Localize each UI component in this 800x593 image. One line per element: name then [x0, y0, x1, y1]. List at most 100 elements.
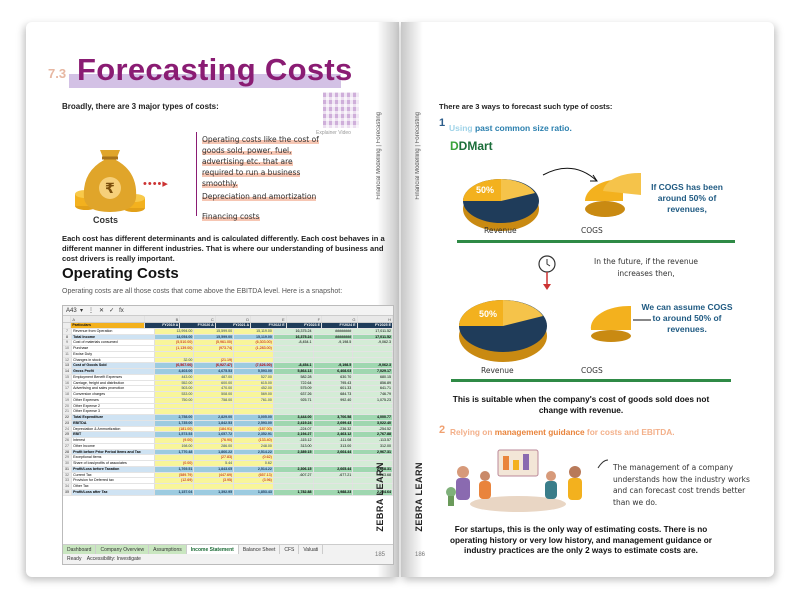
value-cell: (76.90) [194, 438, 235, 443]
row-label: Cost of Goods Sold [72, 363, 155, 368]
value-cell: 552.00 [154, 380, 195, 386]
row-number: 20 [63, 403, 73, 409]
value-cell [353, 403, 393, 409]
row-number: 33 [63, 478, 73, 483]
table-row: 35 Profit/Loss after Tax 1,157.04 1,392.95 1… [63, 489, 393, 496]
row-label: Total Income [72, 334, 155, 340]
row-label: Cost of materials consumed [72, 340, 155, 345]
row-number: 28 [63, 449, 73, 455]
value-cell [154, 403, 195, 409]
value-cell [313, 357, 354, 363]
value-cell [313, 346, 354, 351]
table-row: 34 Other Tax [63, 484, 393, 490]
title-highlight [69, 74, 341, 88]
row-number: 35 [63, 489, 73, 495]
value-cell: (181.00) [154, 426, 195, 432]
value-cell [273, 409, 314, 414]
value-cell: 470.00 [194, 386, 235, 391]
column-header: F [287, 316, 323, 322]
table-row: 20 Other Expense 2 [63, 403, 393, 410]
value-cell [234, 357, 274, 363]
table-row: 16 Carriage, freight and distribution 552.… [63, 380, 393, 387]
value-cell [234, 484, 274, 489]
row-number: 21 [63, 409, 73, 414]
row-label: Exceptional Items [72, 455, 155, 460]
value-cell [353, 455, 393, 460]
value-cell: 2,668.31 [353, 466, 393, 472]
sheet-tab[interactable]: Dashboard [63, 545, 97, 554]
value-cell [273, 478, 314, 483]
value-cell: 2,664.44 [313, 449, 354, 455]
value-cell: 487.00 [194, 374, 235, 380]
value-cell: -9,198.5 [313, 340, 354, 345]
value-cell [313, 484, 354, 489]
row-number: 15 [63, 374, 73, 380]
value-cell: 1,843.65 [194, 466, 235, 472]
sheet-tab[interactable]: CFS [280, 545, 300, 554]
row-number: 25 [63, 432, 73, 437]
value-cell: (7,626.00) [234, 363, 274, 368]
pie2-caption: Revenue [481, 366, 514, 375]
table-row: 31 Profit/Loss before Taxation 1,769.51 1,8… [63, 466, 393, 473]
value-cell: 582.28 [273, 374, 314, 380]
value-cell: (3.96) [234, 478, 274, 483]
value-cell: 7,029.17 [353, 369, 393, 374]
header-cell: FY2019 A [145, 323, 181, 328]
value-cell: (973.74) [194, 346, 235, 351]
sheet-tab[interactable]: Company Overview [96, 545, 150, 554]
value-cell: 503.00 [154, 386, 195, 391]
table-row: 17 Advertising and sales promotion 503.00 4… [63, 386, 393, 392]
table-row: 14 Gross Profit 4,403.00 4,675.53 5,593.00 5,… [63, 369, 393, 375]
value-cell: 2,306.15 [273, 466, 314, 472]
value-cell: ######## [313, 328, 354, 334]
value-cell [353, 357, 393, 363]
value-cell: -236.32 [313, 426, 354, 432]
formula-bar[interactable]: A43 ▾ ⋮ ✕ ✓ fx [63, 306, 393, 316]
value-cell: (589.79) [154, 472, 195, 478]
sheet-tab[interactable]: Valuati [299, 545, 324, 554]
value-cell: 1,988.23 [313, 489, 354, 495]
value-cell: (21.19) [194, 357, 235, 363]
value-cell: 1,770.48 [154, 449, 195, 455]
value-cell: (12.69) [154, 478, 195, 483]
row-number: 19 [63, 397, 73, 403]
column-header: E [251, 316, 287, 322]
value-cell: 248.00 [234, 443, 274, 449]
value-cell: 637.26 [273, 392, 314, 397]
row-label: Carriage, freight and distribution [72, 380, 155, 386]
value-cell: 313.00 [273, 443, 314, 449]
pie2-percent: 50% [479, 309, 498, 319]
value-cell: 925.71 [273, 397, 314, 403]
header-cell: Particulars [71, 323, 145, 328]
value-cell: 2,389.15 [273, 449, 314, 455]
row-label: Interest [72, 438, 155, 443]
value-cell: (6,567.00) [154, 363, 195, 368]
value-cell: -111.08 [313, 438, 354, 443]
cost-type-operating: Operating costs like the cost of goods s… [202, 135, 319, 188]
row-label: Employment Benefit Expenses [72, 374, 155, 380]
value-cell: 1,157.04 [154, 489, 195, 495]
pie1-percent: 50% [476, 185, 495, 195]
value-cell [313, 403, 354, 409]
sheet-tab[interactable]: Balance Sheet [239, 545, 281, 554]
value-cell: 4,675.53 [194, 369, 235, 374]
row-label: Advertising and sales promotion [72, 386, 155, 391]
value-cell: -115.12 [273, 438, 314, 443]
row-label: Other Expenses [72, 397, 155, 403]
value-cell [234, 351, 274, 357]
sheet-tab[interactable]: Assumptions [149, 545, 187, 554]
accessibility-status[interactable]: Accessibility: Investigate [86, 556, 141, 562]
value-cell [273, 455, 314, 460]
value-cell: 198.00 [154, 443, 195, 449]
sheet-tab[interactable]: Income Statement [186, 545, 239, 554]
value-cell: 4,403.00 [154, 369, 195, 374]
future-note: In the future, if the revenue increases … [594, 257, 698, 278]
value-cell: 452.00 [234, 386, 274, 391]
value-cell: 3,706.58 [313, 415, 354, 420]
row-label: Profit before Prior Period Items and Tax [72, 449, 155, 455]
page-number: 186 [415, 552, 426, 558]
row-number: 32 [63, 472, 73, 478]
row-number: 27 [63, 443, 73, 449]
